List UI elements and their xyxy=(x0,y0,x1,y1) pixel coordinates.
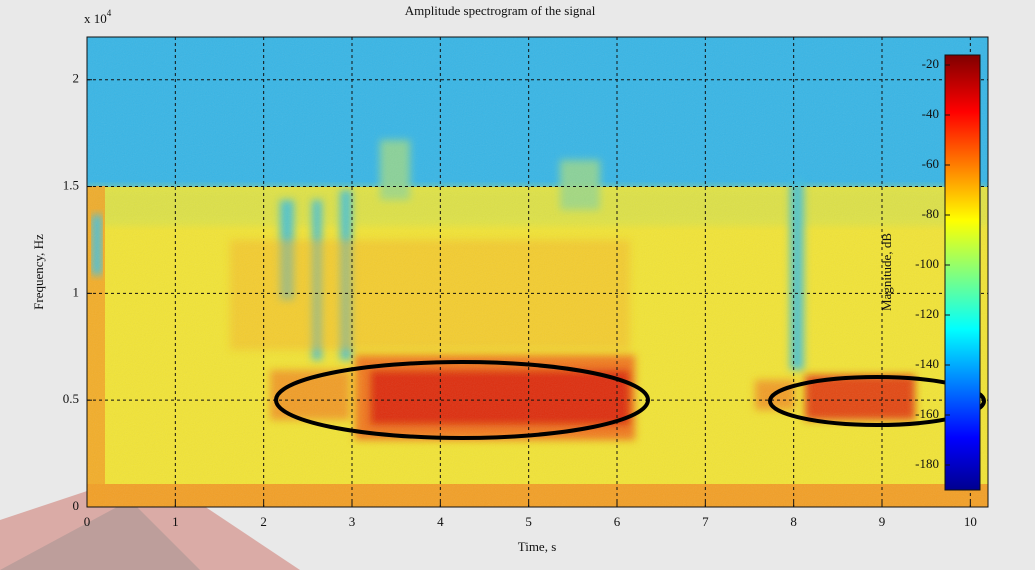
chart-title: Amplitude spectrogram of the signal xyxy=(405,3,596,18)
colorbar-tick-label: -100 xyxy=(915,256,939,271)
x-tick-label: 5 xyxy=(525,514,532,529)
x-tick-label: 0 xyxy=(84,514,91,529)
colorbar-tick-label: -160 xyxy=(915,406,939,421)
y-tick-label: 2 xyxy=(73,71,80,86)
x-tick-label: 3 xyxy=(349,514,356,529)
colorbar-label: Magnitude, dB xyxy=(879,233,894,311)
x-tick-label: 8 xyxy=(790,514,797,529)
x-tick-label: 4 xyxy=(437,514,444,529)
highlight-ellipse xyxy=(768,375,986,427)
y-multiplier: x 104 xyxy=(84,8,112,26)
colorbar-tick-label: -60 xyxy=(922,156,939,171)
colorbar-tick-label: -80 xyxy=(922,206,939,221)
y-multiplier-exponent: 4 xyxy=(107,8,112,18)
y-multiplier-base: x 10 xyxy=(84,11,107,26)
colorbar xyxy=(944,54,981,491)
colorbar-tick-label: -180 xyxy=(915,456,939,471)
y-tick-label: 1.5 xyxy=(63,178,79,193)
x-axis-label: Time, s xyxy=(518,539,557,554)
plot-frame xyxy=(86,36,989,508)
colorbar-tick-label: -20 xyxy=(922,56,939,71)
y-axis-label: Frequency, Hz xyxy=(31,234,46,310)
x-tick-label: 6 xyxy=(614,514,621,529)
x-tick-label: 9 xyxy=(879,514,886,529)
x-tick-label: 10 xyxy=(964,514,977,529)
x-tick-label: 7 xyxy=(702,514,709,529)
watermark xyxy=(0,500,200,570)
y-tick-label: 0.5 xyxy=(63,391,79,406)
colorbar-tick-label: -40 xyxy=(922,106,939,121)
highlight-ellipse xyxy=(274,360,650,440)
spectrogram-image xyxy=(87,37,988,507)
colorbar-tick-label: -140 xyxy=(915,356,939,371)
y-tick-label: 0 xyxy=(73,498,80,513)
y-tick-label: 1 xyxy=(73,284,80,299)
colorbar-tick-label: -120 xyxy=(915,306,939,321)
x-tick-label: 1 xyxy=(172,514,179,529)
watermark xyxy=(0,470,300,570)
x-tick-label: 2 xyxy=(260,514,267,529)
